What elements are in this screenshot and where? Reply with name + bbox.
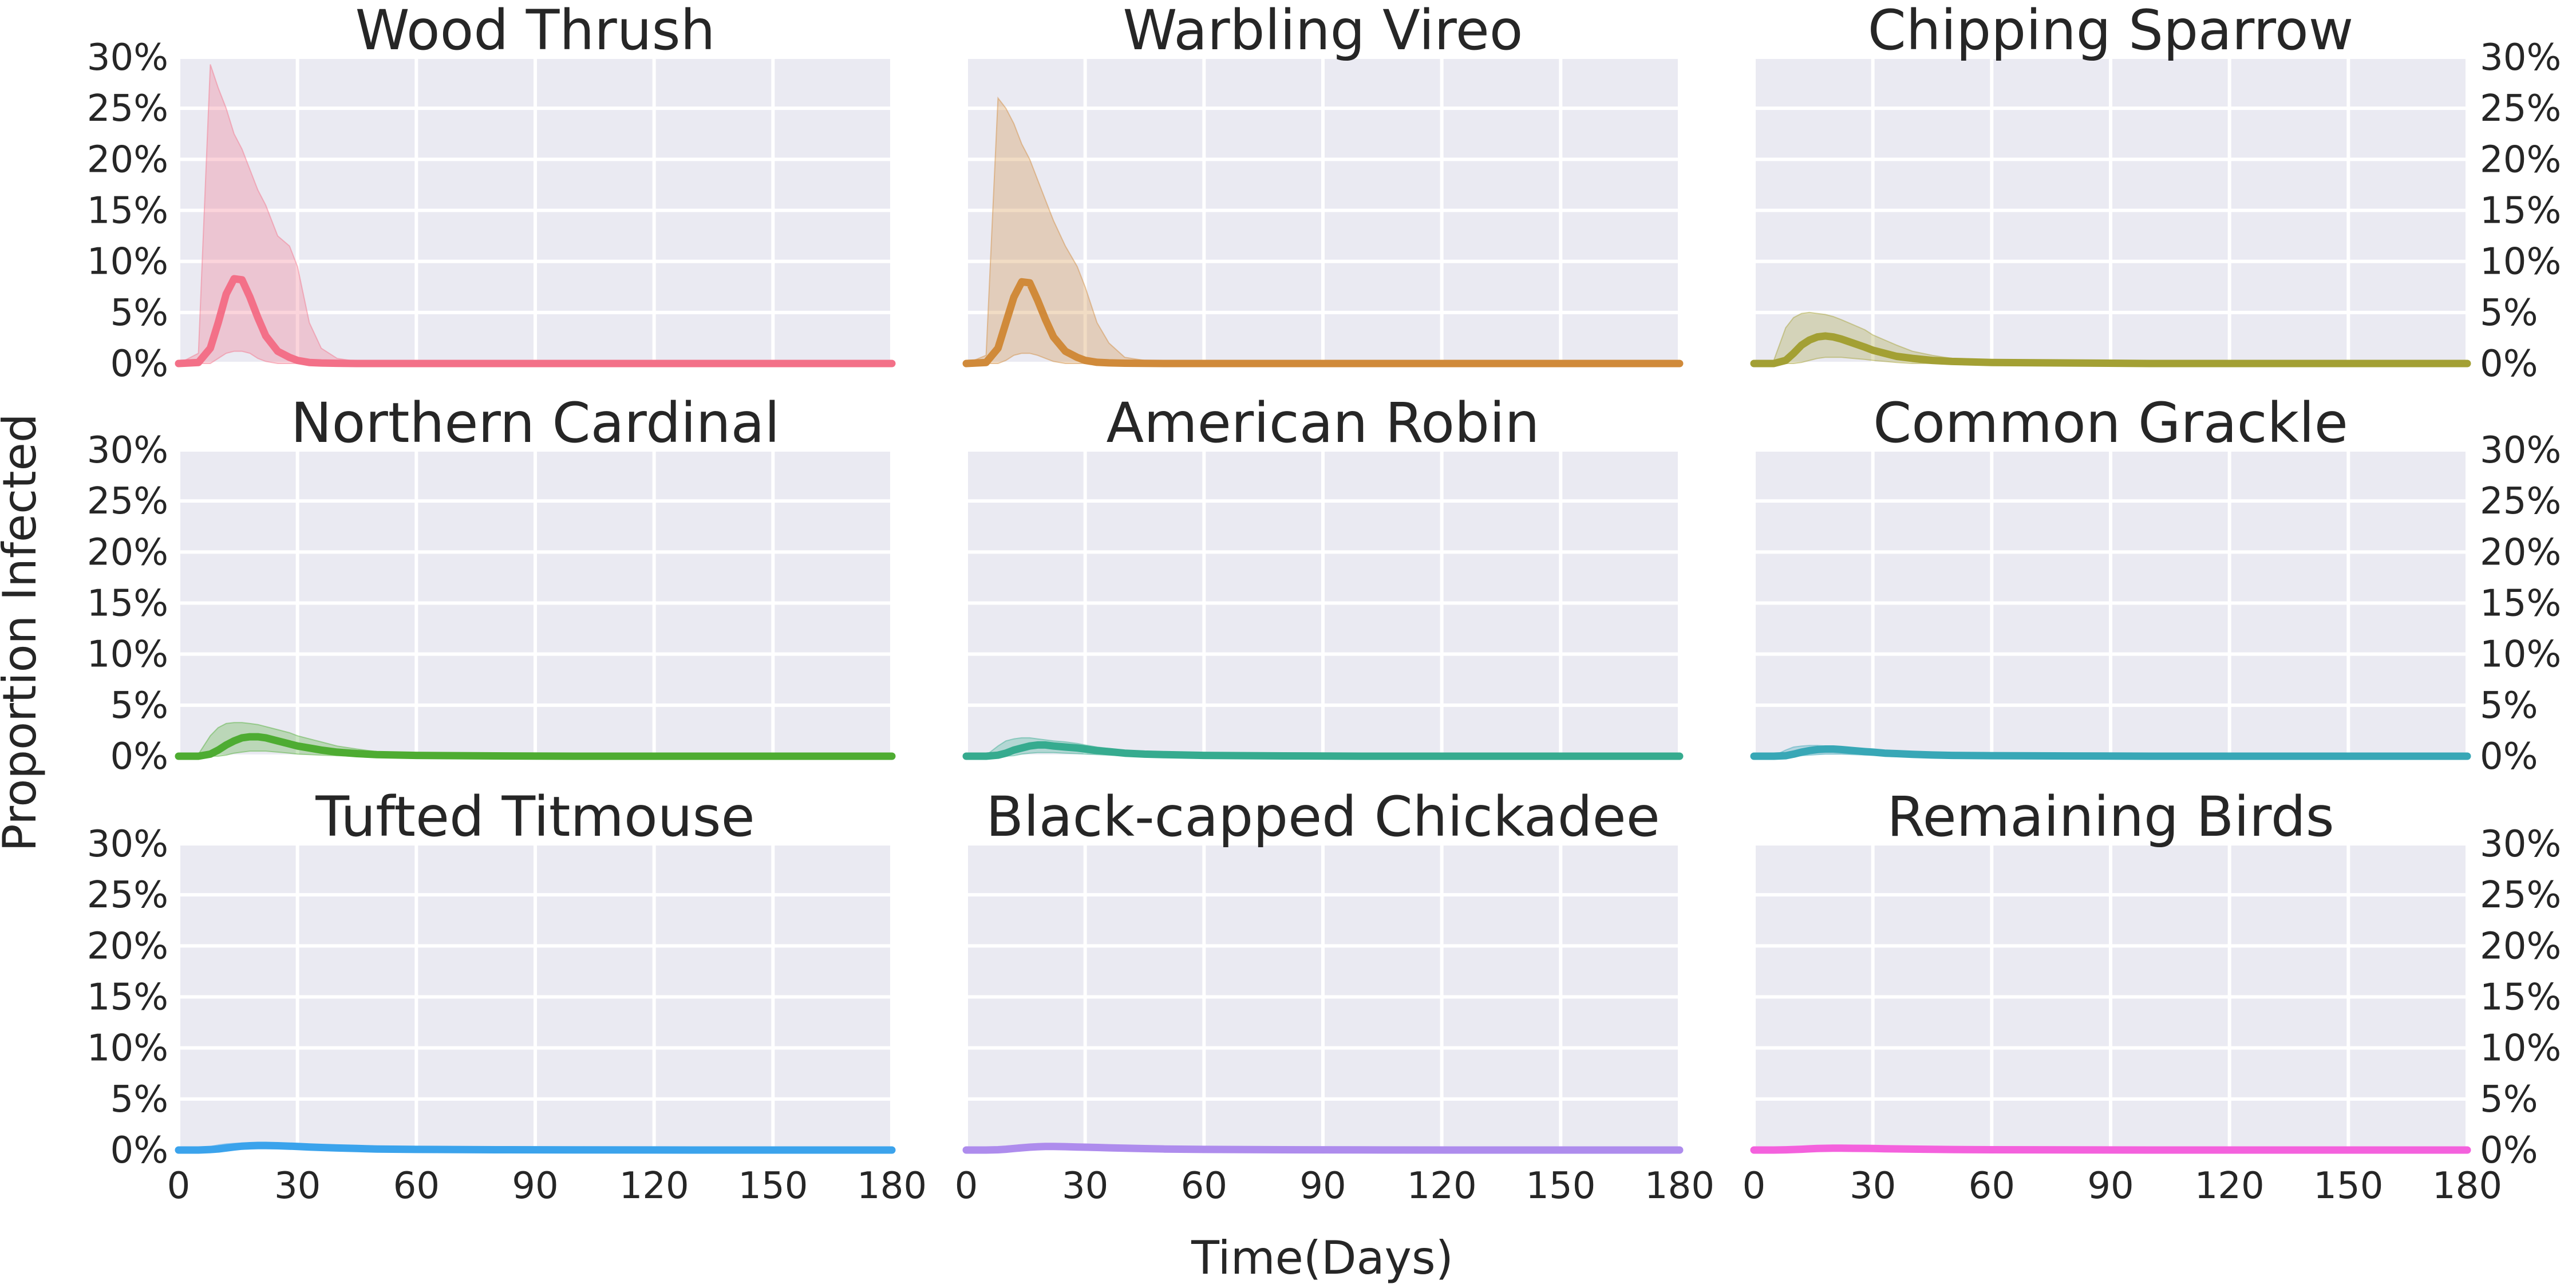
y-tick-label: 20% xyxy=(87,139,168,181)
y-tick-label: 30% xyxy=(2480,37,2561,79)
y-tick-label: 30% xyxy=(2480,429,2561,472)
mean-line xyxy=(1750,745,2471,760)
y-tick-label: 10% xyxy=(87,634,168,676)
panel-title: Tufted Titmouse xyxy=(315,785,754,849)
y-tick-label: 5% xyxy=(110,1078,168,1121)
y-tick-label: 20% xyxy=(2480,925,2561,967)
y-tick-label: 0% xyxy=(110,1129,168,1172)
x-tick-label: 120 xyxy=(619,1165,689,1207)
y-tick-label: 15% xyxy=(2480,977,2561,1019)
y-tick-label: 0% xyxy=(110,343,168,385)
x-tick-label: 30 xyxy=(1062,1165,1108,1207)
y-tick-label: 30% xyxy=(87,429,168,472)
panel-title: Chipping Sparrow xyxy=(1868,0,2353,62)
y-tick-label: 5% xyxy=(2480,292,2538,334)
y-tick-label: 15% xyxy=(87,583,168,625)
panel-wood-thrush: Wood Thrush 0% 5% 10% 15% 20% 25% 30% xyxy=(87,0,896,385)
y-tick-label: 10% xyxy=(2480,634,2561,676)
x-tick-label: 90 xyxy=(512,1165,558,1207)
x-tick-label: 0 xyxy=(955,1165,978,1207)
y-tick-label: 10% xyxy=(2480,1028,2561,1070)
y-tick-label: 10% xyxy=(87,241,168,283)
panel-american-robin: American Robin xyxy=(962,391,1684,760)
x-tick-label: 150 xyxy=(2313,1165,2383,1207)
x-tick-label: 150 xyxy=(738,1165,808,1207)
x-tick-label: 0 xyxy=(167,1165,191,1207)
mean-line xyxy=(175,1141,896,1154)
y-tick-label: 5% xyxy=(2480,1078,2538,1121)
y-tick-label: 15% xyxy=(2480,583,2561,625)
mean-line xyxy=(1750,1144,2471,1154)
mean-line xyxy=(175,733,896,760)
mean-line xyxy=(175,275,896,368)
y-tick-label: 15% xyxy=(87,190,168,232)
y-tick-label: 30% xyxy=(87,823,168,866)
y-tick-label: 25% xyxy=(2480,874,2561,916)
y-tick-label: 0% xyxy=(2480,1129,2538,1172)
y-tick-label: 10% xyxy=(87,1028,168,1070)
panel-northern-cardinal: Northern Cardinal 0% 5% 10% 15% 20% 25% 30% xyxy=(87,391,896,778)
y-tick-label: 25% xyxy=(2480,88,2561,130)
x-axis-label: Time(Days) xyxy=(1191,1231,1453,1285)
x-tick-label: 60 xyxy=(393,1165,440,1207)
range-band xyxy=(966,737,1680,757)
panel-title: American Robin xyxy=(1107,391,1540,455)
y-tick-label: 0% xyxy=(110,736,168,778)
y-tick-label: 25% xyxy=(2480,480,2561,523)
panel-title: Remaining Birds xyxy=(1887,785,2334,849)
panel-warbling-vireo: Warbling Vireo xyxy=(962,0,1684,368)
y-tick-label: 30% xyxy=(2480,823,2561,866)
y-tick-label: 20% xyxy=(2480,531,2561,574)
panel-title: Black-capped Chickadee xyxy=(986,785,1660,849)
x-tick-label: 90 xyxy=(1299,1165,1346,1207)
x-tick-label: 180 xyxy=(1645,1165,1714,1207)
y-tick-label: 5% xyxy=(110,292,168,334)
chart-panels: Wood Thrush 0% 5% 10% 15% 20% 25% 30% Warbling V… xyxy=(87,0,2562,1207)
x-tick-label: 150 xyxy=(1526,1165,1595,1207)
x-tick-label: 120 xyxy=(1407,1165,1477,1207)
y-tick-label: 5% xyxy=(2480,685,2538,727)
x-tick-label: 180 xyxy=(2432,1165,2502,1207)
panel-remaining-birds: Remaining Birds 0% 5% 10% 15% 20% 25% 30% 0 30 60 9… xyxy=(1743,785,2562,1207)
mean-line xyxy=(962,741,1684,760)
x-tick-label: 120 xyxy=(2195,1165,2265,1207)
panel-title: Warbling Vireo xyxy=(1123,0,1523,62)
y-tick-label: 0% xyxy=(2480,343,2538,385)
mean-line xyxy=(1750,332,2471,368)
y-tick-label: 0% xyxy=(2480,736,2538,778)
y-tick-label: 15% xyxy=(2480,190,2561,232)
panel-common-grackle: Common Grackle 0% 5% 10% 15% 20% 25% 30% xyxy=(1750,391,2561,778)
panel-title: Wood Thrush xyxy=(355,0,716,62)
mean-line xyxy=(962,278,1684,368)
panel-title: Common Grackle xyxy=(1873,391,2348,455)
x-tick-label: 90 xyxy=(2087,1165,2134,1207)
range-band xyxy=(178,722,892,757)
y-tick-label: 30% xyxy=(87,37,168,79)
x-tick-label: 180 xyxy=(857,1165,927,1207)
mean-line xyxy=(962,1143,1684,1154)
x-tick-label: 30 xyxy=(1850,1165,1896,1207)
x-tick-label: 60 xyxy=(1969,1165,2015,1207)
x-tick-label: 30 xyxy=(274,1165,321,1207)
range-band xyxy=(1753,311,2467,364)
y-tick-label: 25% xyxy=(87,480,168,523)
y-axis-label: Proportion Infected xyxy=(0,413,46,851)
panel-title: Northern Cardinal xyxy=(291,391,780,455)
range-band xyxy=(178,64,892,364)
x-tick-label: 0 xyxy=(1743,1165,1766,1207)
y-tick-label: 5% xyxy=(110,685,168,727)
y-tick-label: 20% xyxy=(2480,139,2561,181)
panel-chipping-sparrow: Chipping Sparrow 0% 5% 10% 15% 20% 25% 30% xyxy=(1750,0,2561,385)
y-tick-label: 10% xyxy=(2480,241,2561,283)
y-tick-label: 20% xyxy=(87,531,168,574)
y-tick-label: 25% xyxy=(87,874,168,916)
y-tick-label: 25% xyxy=(87,88,168,130)
y-tick-label: 20% xyxy=(87,925,168,967)
x-tick-label: 60 xyxy=(1181,1165,1227,1207)
panel-tufted-titmouse: Tufted Titmouse 0% 5% 10% 15% 20% 25% 30% 0 30 60 9… xyxy=(87,785,927,1207)
panel-black-capped-chickadee: Black-capped Chickadee 0 30 60 90 120 150 180 xyxy=(955,785,1714,1207)
y-tick-label: 15% xyxy=(87,977,168,1019)
range-band xyxy=(966,96,1680,364)
